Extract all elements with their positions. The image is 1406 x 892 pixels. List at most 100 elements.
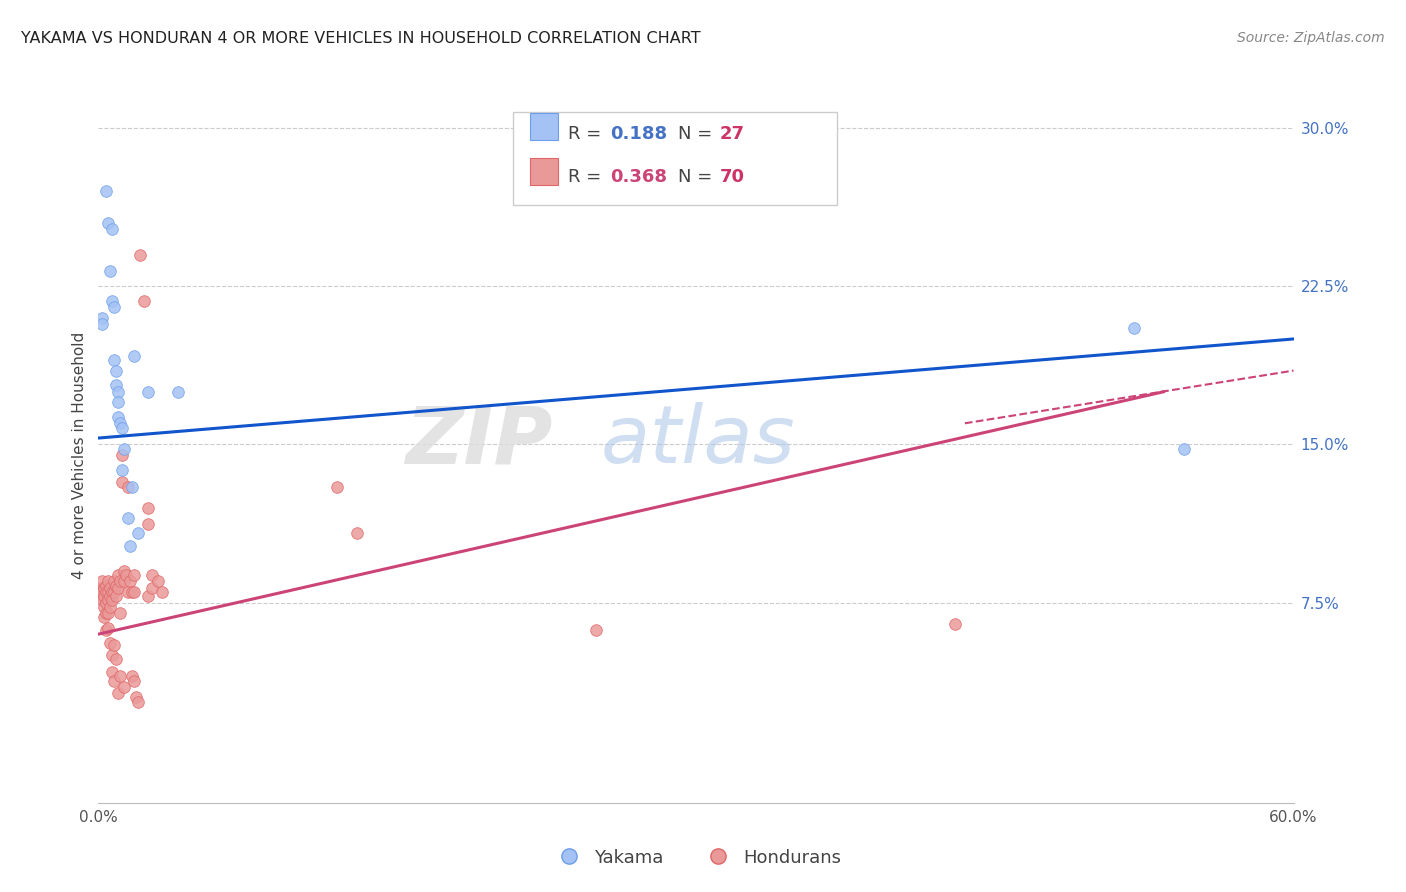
- Point: [93, 589, 115, 603]
- Point: [101, 293, 124, 308]
- Point: [97, 593, 120, 607]
- Point: [120, 574, 142, 589]
- Point: [97, 621, 120, 635]
- Point: [91, 317, 114, 331]
- Point: [111, 463, 134, 477]
- Point: [91, 574, 114, 589]
- Point: [124, 568, 146, 582]
- Text: 0.368: 0.368: [610, 168, 668, 186]
- Point: [136, 500, 159, 515]
- Point: [98, 581, 122, 595]
- Point: [141, 568, 163, 582]
- Point: [111, 448, 134, 462]
- Point: [167, 384, 190, 399]
- Text: Source: ZipAtlas.com: Source: ZipAtlas.com: [1237, 31, 1385, 45]
- Text: 0.188: 0.188: [610, 125, 668, 143]
- Point: [97, 585, 120, 599]
- Text: ZIP: ZIP: [405, 402, 553, 480]
- Point: [585, 623, 607, 637]
- Point: [150, 585, 173, 599]
- Point: [107, 568, 129, 582]
- Point: [1173, 442, 1195, 456]
- Point: [943, 616, 966, 631]
- Point: [103, 638, 125, 652]
- Point: [127, 695, 149, 709]
- Point: [112, 680, 135, 694]
- Point: [91, 585, 114, 599]
- Point: [124, 585, 146, 599]
- Point: [110, 669, 132, 683]
- Point: [101, 648, 124, 663]
- Point: [111, 420, 134, 434]
- Legend: Yakama, Hondurans: Yakama, Hondurans: [544, 841, 848, 874]
- Point: [98, 635, 122, 649]
- Point: [141, 581, 163, 595]
- Point: [97, 216, 120, 230]
- Point: [110, 606, 132, 620]
- Point: [326, 479, 349, 493]
- Point: [105, 579, 128, 593]
- Text: 70: 70: [720, 168, 745, 186]
- Point: [89, 585, 111, 599]
- Point: [98, 589, 122, 603]
- Point: [105, 589, 128, 603]
- Point: [103, 574, 125, 589]
- Point: [105, 652, 128, 666]
- Point: [101, 585, 124, 599]
- Point: [107, 395, 129, 409]
- Point: [124, 673, 146, 688]
- Point: [91, 593, 114, 607]
- Point: [96, 185, 118, 199]
- Point: [125, 690, 148, 705]
- Text: N =: N =: [678, 125, 717, 143]
- Point: [96, 606, 118, 620]
- Point: [101, 593, 124, 607]
- Point: [112, 442, 135, 456]
- Point: [89, 589, 111, 603]
- Point: [93, 581, 115, 595]
- Point: [96, 623, 118, 637]
- Point: [110, 574, 132, 589]
- Point: [121, 585, 143, 599]
- Point: [105, 378, 128, 392]
- Point: [117, 585, 139, 599]
- Point: [134, 293, 156, 308]
- Point: [101, 222, 124, 236]
- Point: [103, 673, 125, 688]
- Point: [121, 479, 143, 493]
- Point: [96, 579, 118, 593]
- Text: 27: 27: [720, 125, 745, 143]
- Point: [107, 686, 129, 700]
- Point: [97, 606, 120, 620]
- Point: [112, 564, 135, 578]
- Point: [115, 568, 138, 582]
- Point: [101, 665, 124, 679]
- Point: [98, 599, 122, 614]
- Point: [110, 417, 132, 431]
- Point: [103, 585, 125, 599]
- Point: [136, 517, 159, 532]
- Point: [121, 669, 143, 683]
- Text: atlas: atlas: [600, 402, 796, 480]
- Point: [103, 301, 125, 315]
- Point: [96, 595, 118, 609]
- Text: R =: R =: [568, 168, 607, 186]
- Point: [1123, 321, 1146, 335]
- Point: [136, 384, 159, 399]
- Point: [107, 409, 129, 424]
- Text: N =: N =: [678, 168, 717, 186]
- Point: [120, 539, 142, 553]
- Point: [93, 599, 115, 614]
- Point: [87, 581, 110, 595]
- Point: [103, 353, 125, 368]
- Point: [107, 581, 129, 595]
- Text: R =: R =: [568, 125, 607, 143]
- Point: [117, 511, 139, 525]
- Y-axis label: 4 or more Vehicles in Household: 4 or more Vehicles in Household: [72, 331, 87, 579]
- Point: [346, 525, 368, 540]
- Point: [107, 384, 129, 399]
- Point: [112, 574, 135, 589]
- Point: [111, 475, 134, 490]
- Point: [129, 247, 152, 261]
- Point: [124, 349, 146, 363]
